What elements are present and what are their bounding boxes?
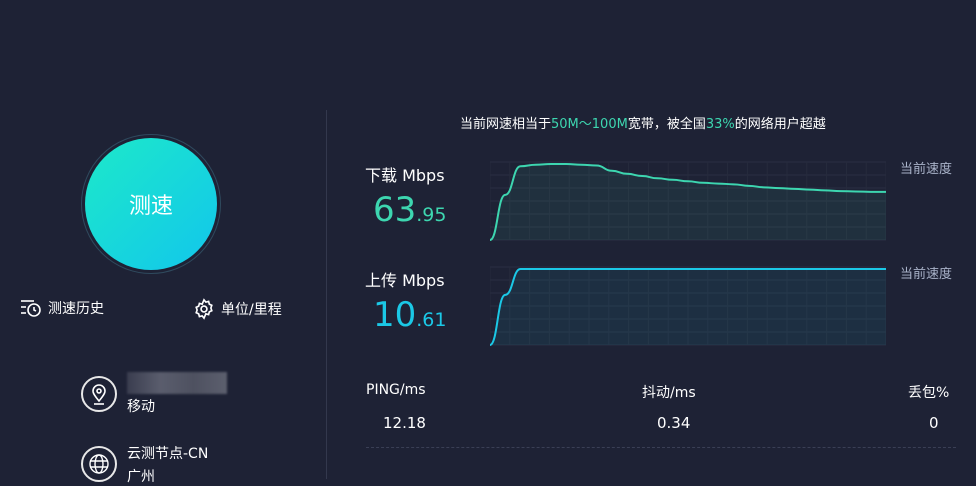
- jitter-value: 0.34: [657, 414, 691, 432]
- ping-value: 12.18: [383, 414, 426, 432]
- summary-percent: 33%: [705, 117, 735, 132]
- summary-range: 50M～100M: [551, 117, 628, 132]
- upload-speed: 10.61: [373, 295, 446, 335]
- summary-mid: 宽带，被全国: [627, 117, 706, 132]
- download-int: 63: [373, 190, 417, 230]
- loss-label: 丢包%: [908, 385, 950, 401]
- upload-current-label: 当前速度: [900, 267, 953, 282]
- download-line: [490, 163, 886, 241]
- summary-suffix: 的网络用户超越: [734, 117, 826, 132]
- download-dec: .95: [416, 204, 447, 226]
- speed-button-label: 测速: [128, 194, 173, 219]
- isp-address-redacted: [127, 372, 227, 394]
- speed-button-ring: [81, 134, 221, 274]
- globe-icon: [81, 446, 117, 482]
- history-icon: [21, 300, 41, 317]
- loss-value: 0: [929, 414, 939, 432]
- node-city: 广州: [127, 469, 155, 485]
- ping-label: PING/ms: [366, 382, 426, 398]
- units-link[interactable]: 单位/里程: [193, 298, 282, 320]
- history-label: 测速历史: [48, 301, 104, 317]
- download-chart: [490, 161, 886, 241]
- units-label: 单位/里程: [221, 302, 282, 318]
- download-area: [490, 164, 886, 240]
- gear-icon: [195, 298, 213, 320]
- jitter-label: 抖动/ms: [642, 385, 696, 401]
- stats-divider: [366, 447, 956, 448]
- isp-name: 移动: [127, 399, 155, 415]
- history-link[interactable]: 测速历史: [20, 298, 104, 318]
- download-label: 下载 Mbps: [365, 166, 445, 185]
- upload-int: 10: [373, 295, 417, 335]
- download-current-label: 当前速度: [900, 162, 953, 177]
- download-speed: 63.95: [373, 190, 446, 230]
- speed-summary: 当前网速相当于50M～100M宽带，被全国33%的网络用户超越: [460, 113, 826, 132]
- node-name[interactable]: 云测节点-CN: [127, 446, 209, 462]
- location-icon: [81, 376, 117, 412]
- start-speed-test-button[interactable]: 测速: [85, 138, 217, 270]
- upload-chart: [490, 266, 886, 346]
- summary-prefix: 当前网速相当于: [460, 117, 552, 132]
- upload-line: [490, 268, 886, 346]
- upload-dec: .61: [416, 309, 447, 331]
- upload-label: 上传 Mbps: [365, 271, 445, 290]
- divider: [326, 110, 327, 479]
- upload-area: [490, 269, 886, 345]
